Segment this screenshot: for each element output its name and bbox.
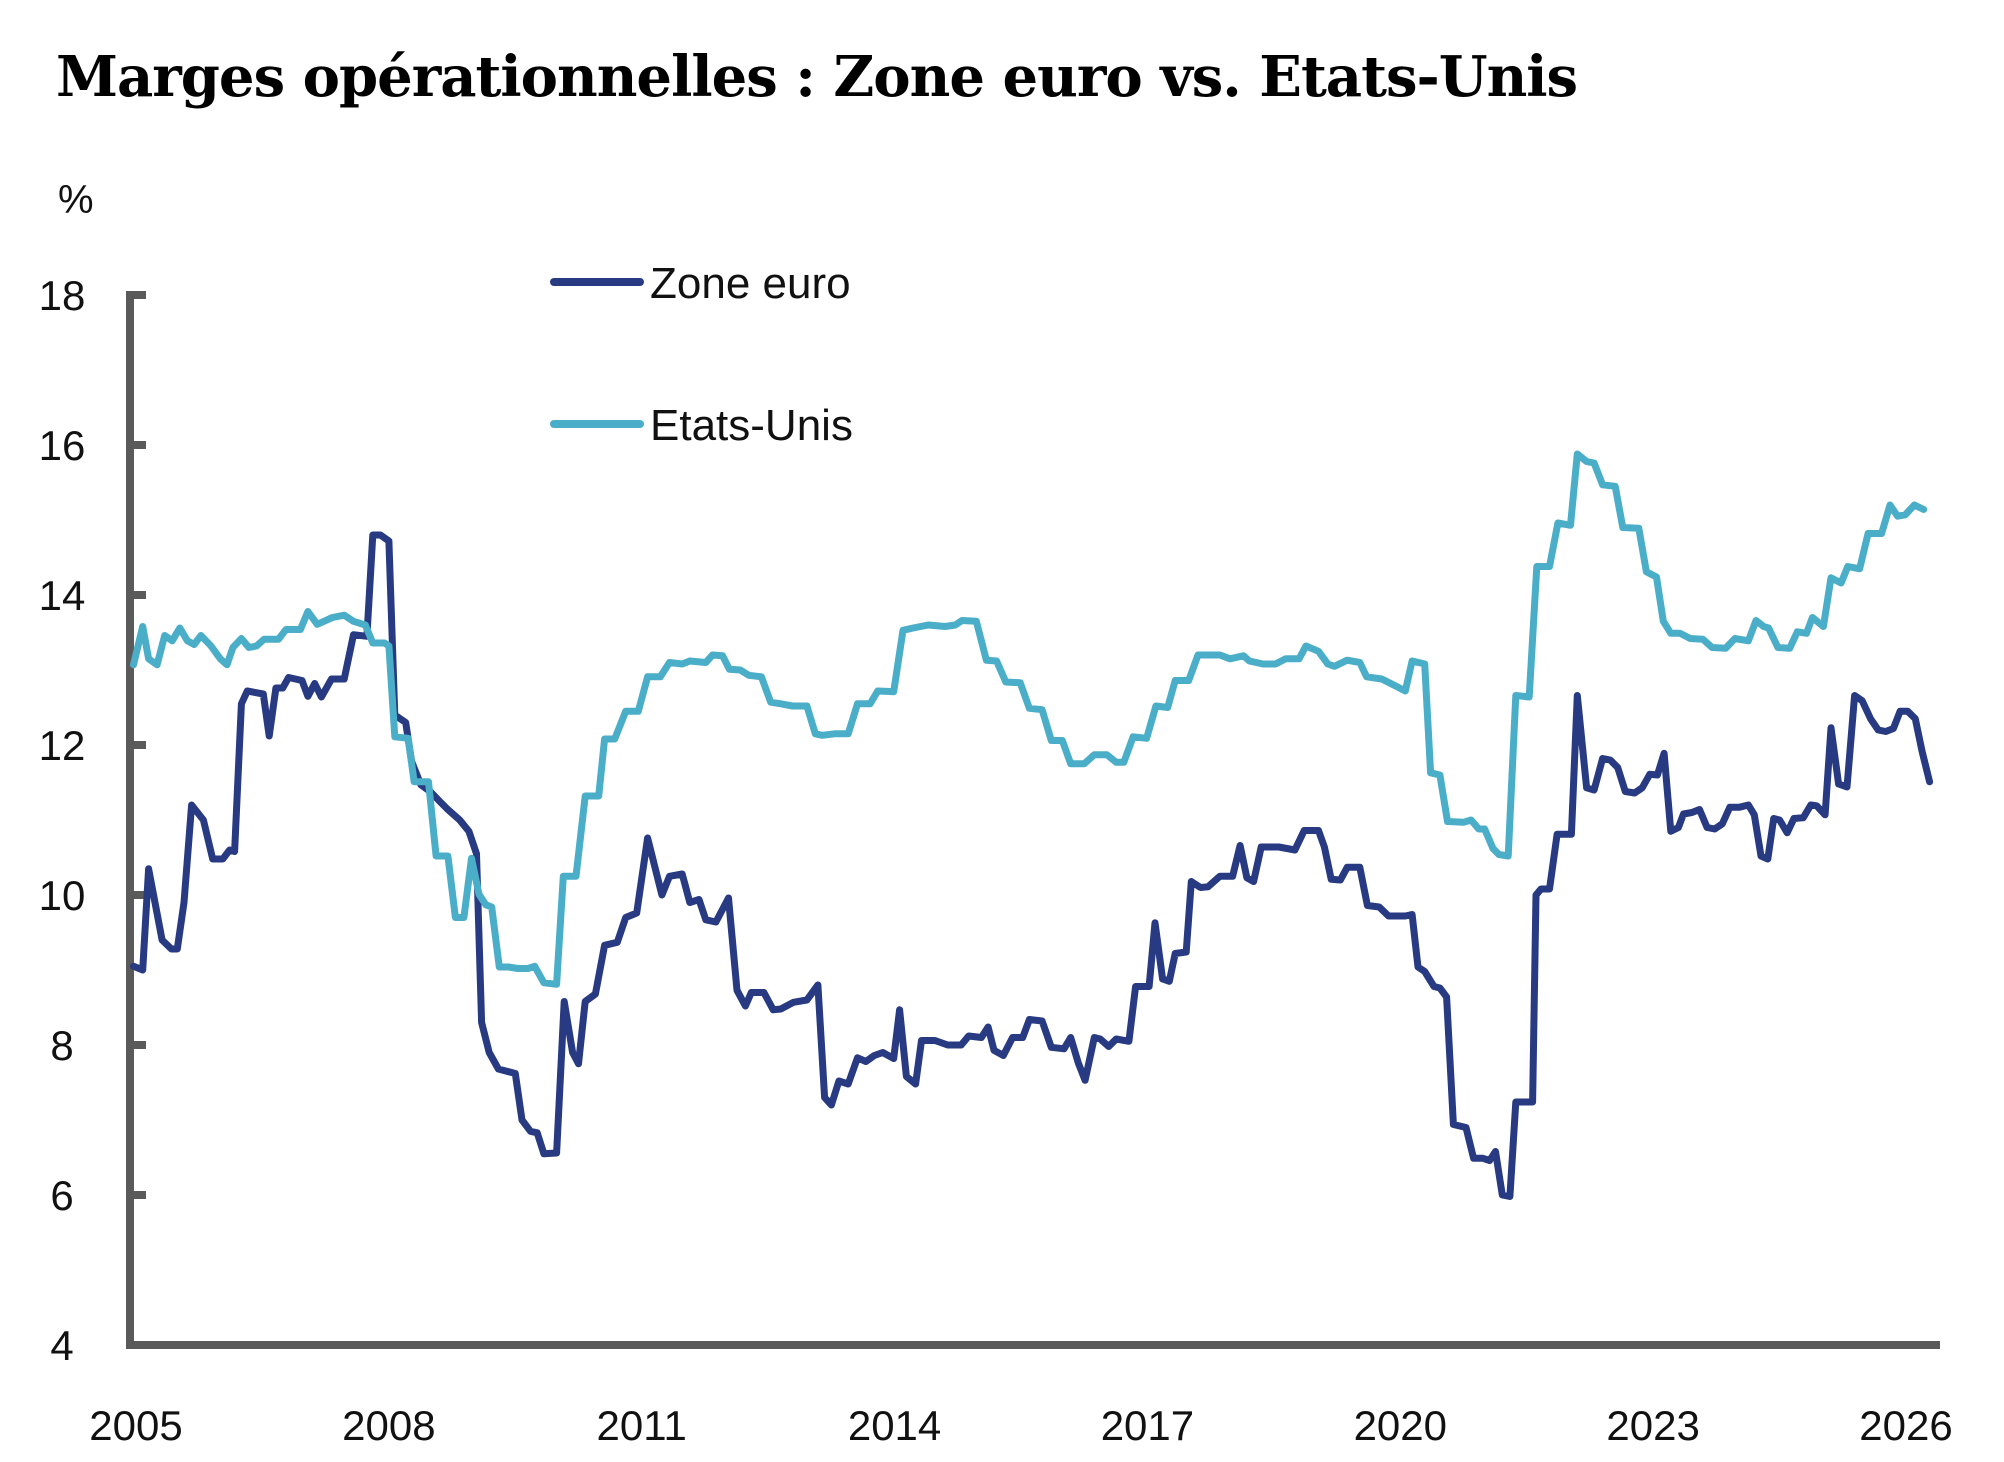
axes: 4 6 8 10 12 14 16 18 2005 2008 2011 2014 2017 2020 202…	[39, 272, 1953, 1449]
y-axis-unit-label: %	[58, 178, 94, 222]
y-tick-label: 18	[39, 272, 86, 319]
series-lines	[130, 450, 1934, 1200]
y-tick-label: 12	[39, 722, 86, 769]
x-tick-label: 2023	[1606, 1402, 1699, 1449]
x-tick-label: 2005	[89, 1402, 182, 1449]
x-tick-label: 2014	[848, 1402, 941, 1449]
y-tick-label: 6	[50, 1172, 73, 1219]
x-tick-label: 2011	[597, 1402, 687, 1449]
legend: Zone euro Etats-Unis	[550, 259, 853, 450]
y-tick-label: 14	[39, 572, 86, 619]
series-line-etats-unis	[130, 450, 1928, 988]
x-tick-label: 2026	[1859, 1402, 1952, 1449]
legend-label-etats-unis: Etats-Unis	[650, 401, 853, 450]
y-tick-label: 16	[39, 422, 86, 469]
y-tick-label: 8	[50, 1022, 73, 1069]
series-line-zone-euro	[130, 531, 1934, 1200]
legend-label-zone-euro: Zone euro	[650, 259, 851, 308]
y-tick-label: 4	[50, 1322, 73, 1369]
y-tick-label: 10	[39, 872, 86, 919]
x-tick-label: 2020	[1354, 1402, 1447, 1449]
x-tick-label: 2008	[342, 1402, 435, 1449]
chart-title: Marges opérationnelles : Zone euro vs. E…	[56, 44, 1578, 110]
x-tick-label: 2017	[1101, 1402, 1194, 1449]
